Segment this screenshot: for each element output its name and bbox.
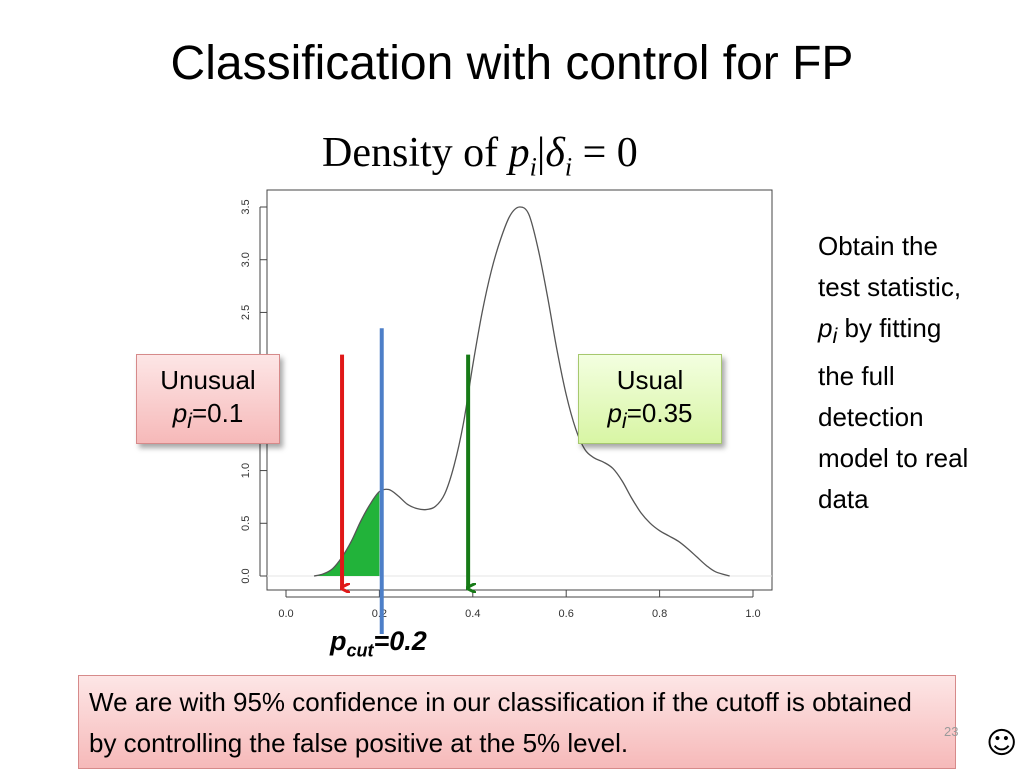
side-line-2: test statistic, [818, 272, 962, 302]
side-p-sub: i [832, 323, 838, 349]
y-tick-label: 1.0 [240, 463, 252, 478]
side-line-1: Obtain the [818, 231, 938, 261]
x-tick-label: 0.2 [372, 608, 387, 620]
chart-title-var: p [508, 130, 530, 176]
chart-title-cond: δ [545, 130, 565, 176]
unusual-callout-value: pi=0.1 [137, 397, 279, 437]
y-tick-label: 0.5 [240, 516, 252, 531]
pcut-value: =0.2 [373, 626, 427, 656]
side-line-3: pi by fitting [818, 308, 1018, 356]
x-axis: 0.0 0.2 0.4 0.6 0.8 1.0 [278, 590, 761, 620]
vertical-markers [340, 328, 468, 634]
side-line-5: detection [818, 402, 924, 433]
chart-title-cond-sub: i [564, 152, 573, 182]
side-line-6: model to real [818, 443, 969, 474]
chart-title-prefix: Density of [322, 130, 509, 176]
usual-p-value: =0.35 [626, 398, 693, 428]
side-line-4: the full [818, 361, 895, 392]
usual-callout: Usual pi=0.35 [578, 354, 722, 444]
usual-p-symbol: p [607, 398, 622, 428]
x-tick-label: 1.0 [745, 608, 760, 620]
x-tick-label: 0.6 [559, 608, 574, 620]
side-line-3-rest: by fitting [837, 313, 942, 343]
pcut-symbol: p [330, 626, 347, 656]
x-tick-label: 0.0 [278, 608, 293, 620]
slide-title: Classification with control for FP [170, 37, 854, 90]
chart-title: Density of pi|δi = 0 [322, 126, 638, 194]
pcut-sub: cut [346, 640, 374, 661]
unusual-p-value: =0.1 [191, 398, 244, 428]
y-tick-label: 0.0 [240, 568, 252, 583]
usual-callout-title: Usual [616, 365, 684, 395]
side-line-7: data [818, 484, 869, 515]
chart-title-var-sub: i [529, 152, 537, 182]
y-tick-label: 3.0 [240, 252, 252, 267]
confidence-note: We are with 95% confidence in our classi… [78, 675, 956, 769]
unusual-p-sub: i [187, 408, 192, 434]
usual-p-sub: i [621, 408, 627, 434]
x-tick-label: 0.4 [465, 608, 480, 620]
unusual-callout-title: Unusual [160, 365, 256, 395]
smiley-icon: ☺ [986, 726, 1018, 761]
shaded-false-positive-region [314, 491, 380, 576]
unusual-callout: Unusual pi=0.1 [136, 354, 280, 444]
x-tick-label: 0.8 [652, 608, 667, 620]
chart-title-suffix: = 0 [572, 130, 638, 176]
y-tick-label: 3.5 [240, 199, 252, 214]
unusual-p-symbol: p [172, 398, 188, 428]
chart-title-bar: | [536, 130, 546, 176]
side-explanation: Obtain the test statistic, pi by fitting… [818, 226, 1018, 520]
pcut-label: pcut=0.2 [330, 626, 427, 661]
usual-callout-value: pi=0.35 [579, 397, 721, 437]
slide-number: 23 [944, 724, 959, 739]
side-p-symbol: p [818, 313, 833, 343]
y-tick-label: 2.5 [240, 305, 252, 320]
